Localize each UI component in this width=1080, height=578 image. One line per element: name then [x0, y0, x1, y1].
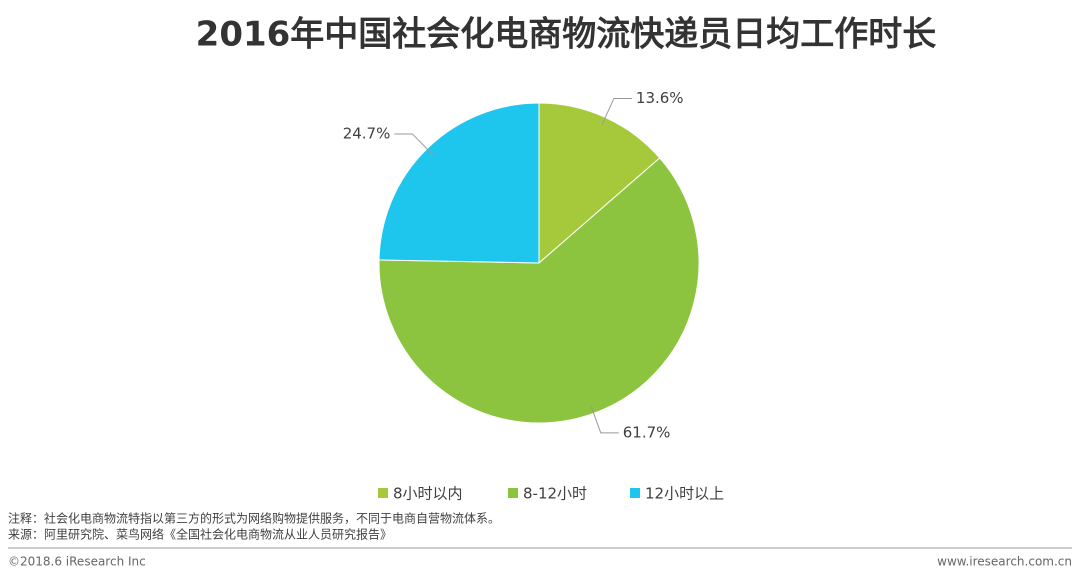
pie-slice [378, 102, 540, 264]
legend-swatch [630, 488, 640, 498]
legend-label: 8-12小时 [523, 485, 587, 503]
note: 注释：社会化电商物流特指以第三方的形式为网络购物提供服务，不同于电商自营物流体系… [8, 511, 500, 526]
chart-title: 2016年中国社会化电商物流快递员日均工作时长 [196, 15, 937, 55]
leader-line [394, 133, 433, 155]
source: 来源：阿里研究院、菜鸟网络《全国社会化电商物流从业人员研究报告》 [8, 527, 392, 542]
leader-line [590, 405, 619, 434]
legend-label: 12小时以上 [645, 485, 724, 503]
data-label: 61.7% [623, 423, 671, 441]
legend-label: 8小时以内 [393, 485, 463, 503]
website: www.iresearch.com.cn [937, 555, 1072, 569]
data-label: 24.7% [343, 124, 391, 142]
copyright: ©2018.6 iResearch Inc [8, 555, 146, 569]
leader-line [601, 97, 632, 125]
data-label: 13.6% [636, 89, 684, 107]
legend-swatch [378, 488, 388, 498]
legend-swatch [508, 488, 518, 498]
